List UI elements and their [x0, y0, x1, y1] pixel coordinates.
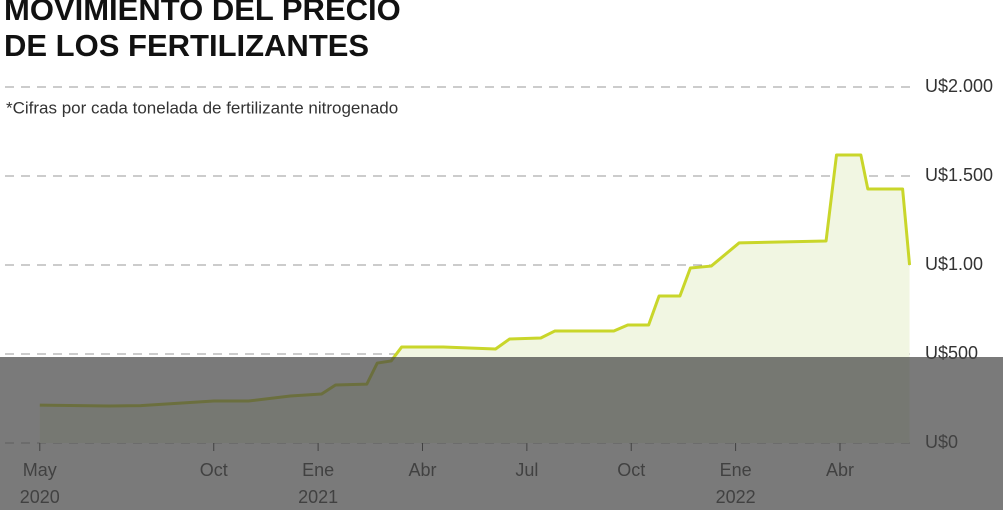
y-tick-label: U$2.000	[925, 76, 993, 96]
y-tick-label: U$1.00	[925, 254, 983, 274]
chart-title: DE LOS FERTILIZANTES	[4, 28, 369, 63]
y-tick-label: U$1.500	[925, 165, 993, 185]
overlay	[0, 357, 1003, 510]
chart-title: MOVIMIENTO DEL PRECIO	[4, 0, 401, 27]
chart-subtitle: *Cifras por cada tonelada de fertilizant…	[6, 98, 398, 117]
